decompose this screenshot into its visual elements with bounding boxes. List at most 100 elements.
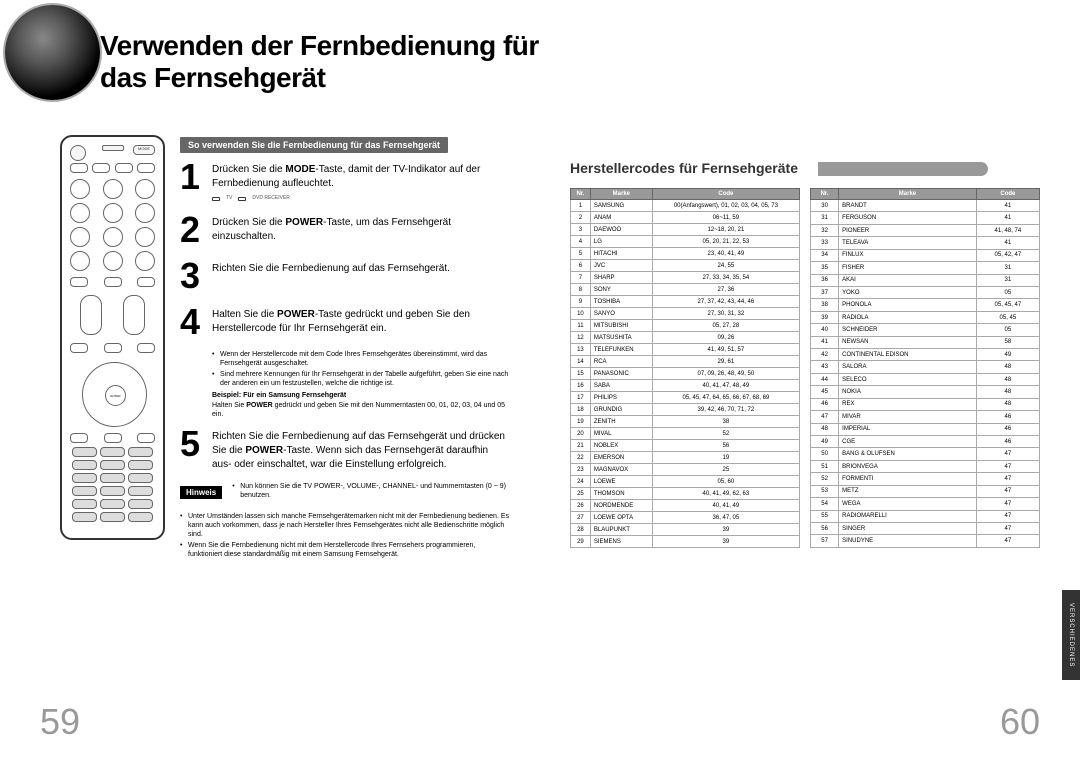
- remote-num-btn: [135, 227, 155, 247]
- table-cell: 40, 41, 49, 62, 63: [652, 488, 799, 500]
- table-cell: 27, 30, 31, 32: [652, 308, 799, 320]
- table-cell: 39: [811, 311, 839, 323]
- table-row: 46REX48: [811, 398, 1040, 410]
- table-cell: 47: [811, 411, 839, 423]
- table-cell: 38: [811, 299, 839, 311]
- table-cell: 20: [571, 428, 591, 440]
- table-cell: CONTINENTAL EDISON: [839, 349, 977, 361]
- table-cell: 9: [571, 296, 591, 308]
- step-number: 3: [180, 258, 212, 294]
- table-cell: NORDMENDE: [590, 500, 652, 512]
- remote-small-btn: [70, 163, 88, 173]
- col-nr: Nr.: [571, 189, 591, 200]
- remote-power-icon: [70, 145, 86, 161]
- table-cell: IMPERIAL: [839, 423, 977, 435]
- table-cell: 35: [811, 262, 839, 274]
- table-cell: 43: [811, 361, 839, 373]
- table-cell: 46: [976, 423, 1039, 435]
- table-row: 6JVC24, 55: [571, 260, 800, 272]
- table-cell: METZ: [839, 485, 977, 497]
- table-cell: MIVAL: [590, 428, 652, 440]
- table-cell: 41: [976, 237, 1039, 249]
- table-cell: HITACHI: [590, 248, 652, 260]
- remote-small-btn: [104, 343, 122, 353]
- table-cell: 29: [571, 536, 591, 548]
- beispiel-text: Halten Sie POWER gedrückt und geben Sie …: [212, 402, 505, 418]
- table-cell: 31: [976, 262, 1039, 274]
- table-cell: THOMSON: [590, 488, 652, 500]
- table-cell: 1: [571, 200, 591, 212]
- table-cell: 41: [811, 336, 839, 348]
- table-cell: 47: [976, 448, 1039, 460]
- table-cell: SHARP: [590, 272, 652, 284]
- code-table-1: Nr. Marke Code 1SAMSUNG00(Anfangswert), …: [570, 188, 800, 548]
- table-cell: 58: [976, 336, 1039, 348]
- table-row: 14RCA29, 61: [571, 356, 800, 368]
- table-cell: 48: [811, 423, 839, 435]
- table-row: 5HITACHI23, 40, 41, 49: [571, 248, 800, 260]
- col-nr: Nr.: [811, 189, 839, 200]
- note-item: Unter Umständen lassen sich manche Ferns…: [188, 512, 510, 539]
- table-cell: FERGUSON: [839, 212, 977, 224]
- table-cell: SANYO: [590, 308, 652, 320]
- table-cell: 49: [811, 436, 839, 448]
- table-cell: 30: [811, 200, 839, 212]
- table-cell: FORMENTI: [839, 473, 977, 485]
- table-row: 38PHONOLA05, 45, 47: [811, 299, 1040, 311]
- table-cell: 40, 41, 49: [652, 500, 799, 512]
- page-number-left: 59: [40, 701, 80, 743]
- remote-num-btn: [103, 251, 123, 271]
- table-cell: 41, 49, 51, 57: [652, 344, 799, 356]
- table-cell: 41, 48, 74: [976, 224, 1039, 236]
- table-cell: PIONEER: [839, 224, 977, 236]
- col-marke: Marke: [839, 189, 977, 200]
- table-cell: LOEWE: [590, 476, 652, 488]
- step-text: Halten Sie die POWER-Taste gedrückt und …: [212, 304, 510, 340]
- remote-num-btn: [70, 203, 90, 223]
- table-cell: FISHER: [839, 262, 977, 274]
- table-cell: 56: [811, 522, 839, 534]
- table-row: 35FISHER31: [811, 262, 1040, 274]
- table-cell: 14: [571, 356, 591, 368]
- table-cell: 24: [571, 476, 591, 488]
- table-cell: 44: [811, 373, 839, 385]
- section-header-left: So verwenden Sie die Fernbedienung für d…: [180, 137, 448, 153]
- table-cell: BRIONVEGA: [839, 460, 977, 472]
- remote-num-btn: [70, 227, 90, 247]
- table-cell: 40, 41, 47, 48, 49: [652, 380, 799, 392]
- table-cell: 48: [976, 361, 1039, 373]
- note-item: Sind mehrere Kennungen für Ihr Fernsehge…: [220, 370, 510, 388]
- table-cell: 05, 27, 28: [652, 320, 799, 332]
- hinweis-notes: Unter Umständen lassen sich manche Ferns…: [180, 512, 510, 559]
- table-cell: 32: [811, 224, 839, 236]
- table-cell: 52: [652, 428, 799, 440]
- table-cell: SONY: [590, 284, 652, 296]
- table-cell: 47: [976, 485, 1039, 497]
- table-cell: 25: [652, 464, 799, 476]
- note-item: Nun können Sie die TV POWER-, VOLUME-, C…: [240, 482, 510, 500]
- table-row: 20MIVAL52: [571, 428, 800, 440]
- table-row: 2ANAM06~11, 59: [571, 212, 800, 224]
- table-row: 21NOBLEX56: [571, 440, 800, 452]
- table-cell: SABA: [590, 380, 652, 392]
- table-cell: PHILIPS: [590, 392, 652, 404]
- table-cell: 45: [811, 386, 839, 398]
- table-cell: BLAUPUNKT: [590, 524, 652, 536]
- remote-small-btn: [104, 277, 122, 287]
- table-cell: 11: [571, 320, 591, 332]
- table-cell: RCA: [590, 356, 652, 368]
- remote-mode-button: MODE: [133, 145, 155, 155]
- remote-volume-rocker: [80, 295, 102, 335]
- table-cell: 31: [811, 212, 839, 224]
- table-cell: 54: [811, 498, 839, 510]
- tv-indicator-label: TV: [226, 195, 232, 202]
- table-row: 7SHARP27, 33, 34, 35, 54: [571, 272, 800, 284]
- table-row: 1SAMSUNG00(Anfangswert), 01, 02, 03, 04,…: [571, 200, 800, 212]
- remote-small-btn: [137, 433, 155, 443]
- table-cell: 47: [976, 498, 1039, 510]
- table-cell: FINLUX: [839, 249, 977, 261]
- table-cell: LOEWE OPTA: [590, 512, 652, 524]
- remote-num-btn: [103, 179, 123, 199]
- table-cell: TOSHIBA: [590, 296, 652, 308]
- table-cell: 46: [976, 436, 1039, 448]
